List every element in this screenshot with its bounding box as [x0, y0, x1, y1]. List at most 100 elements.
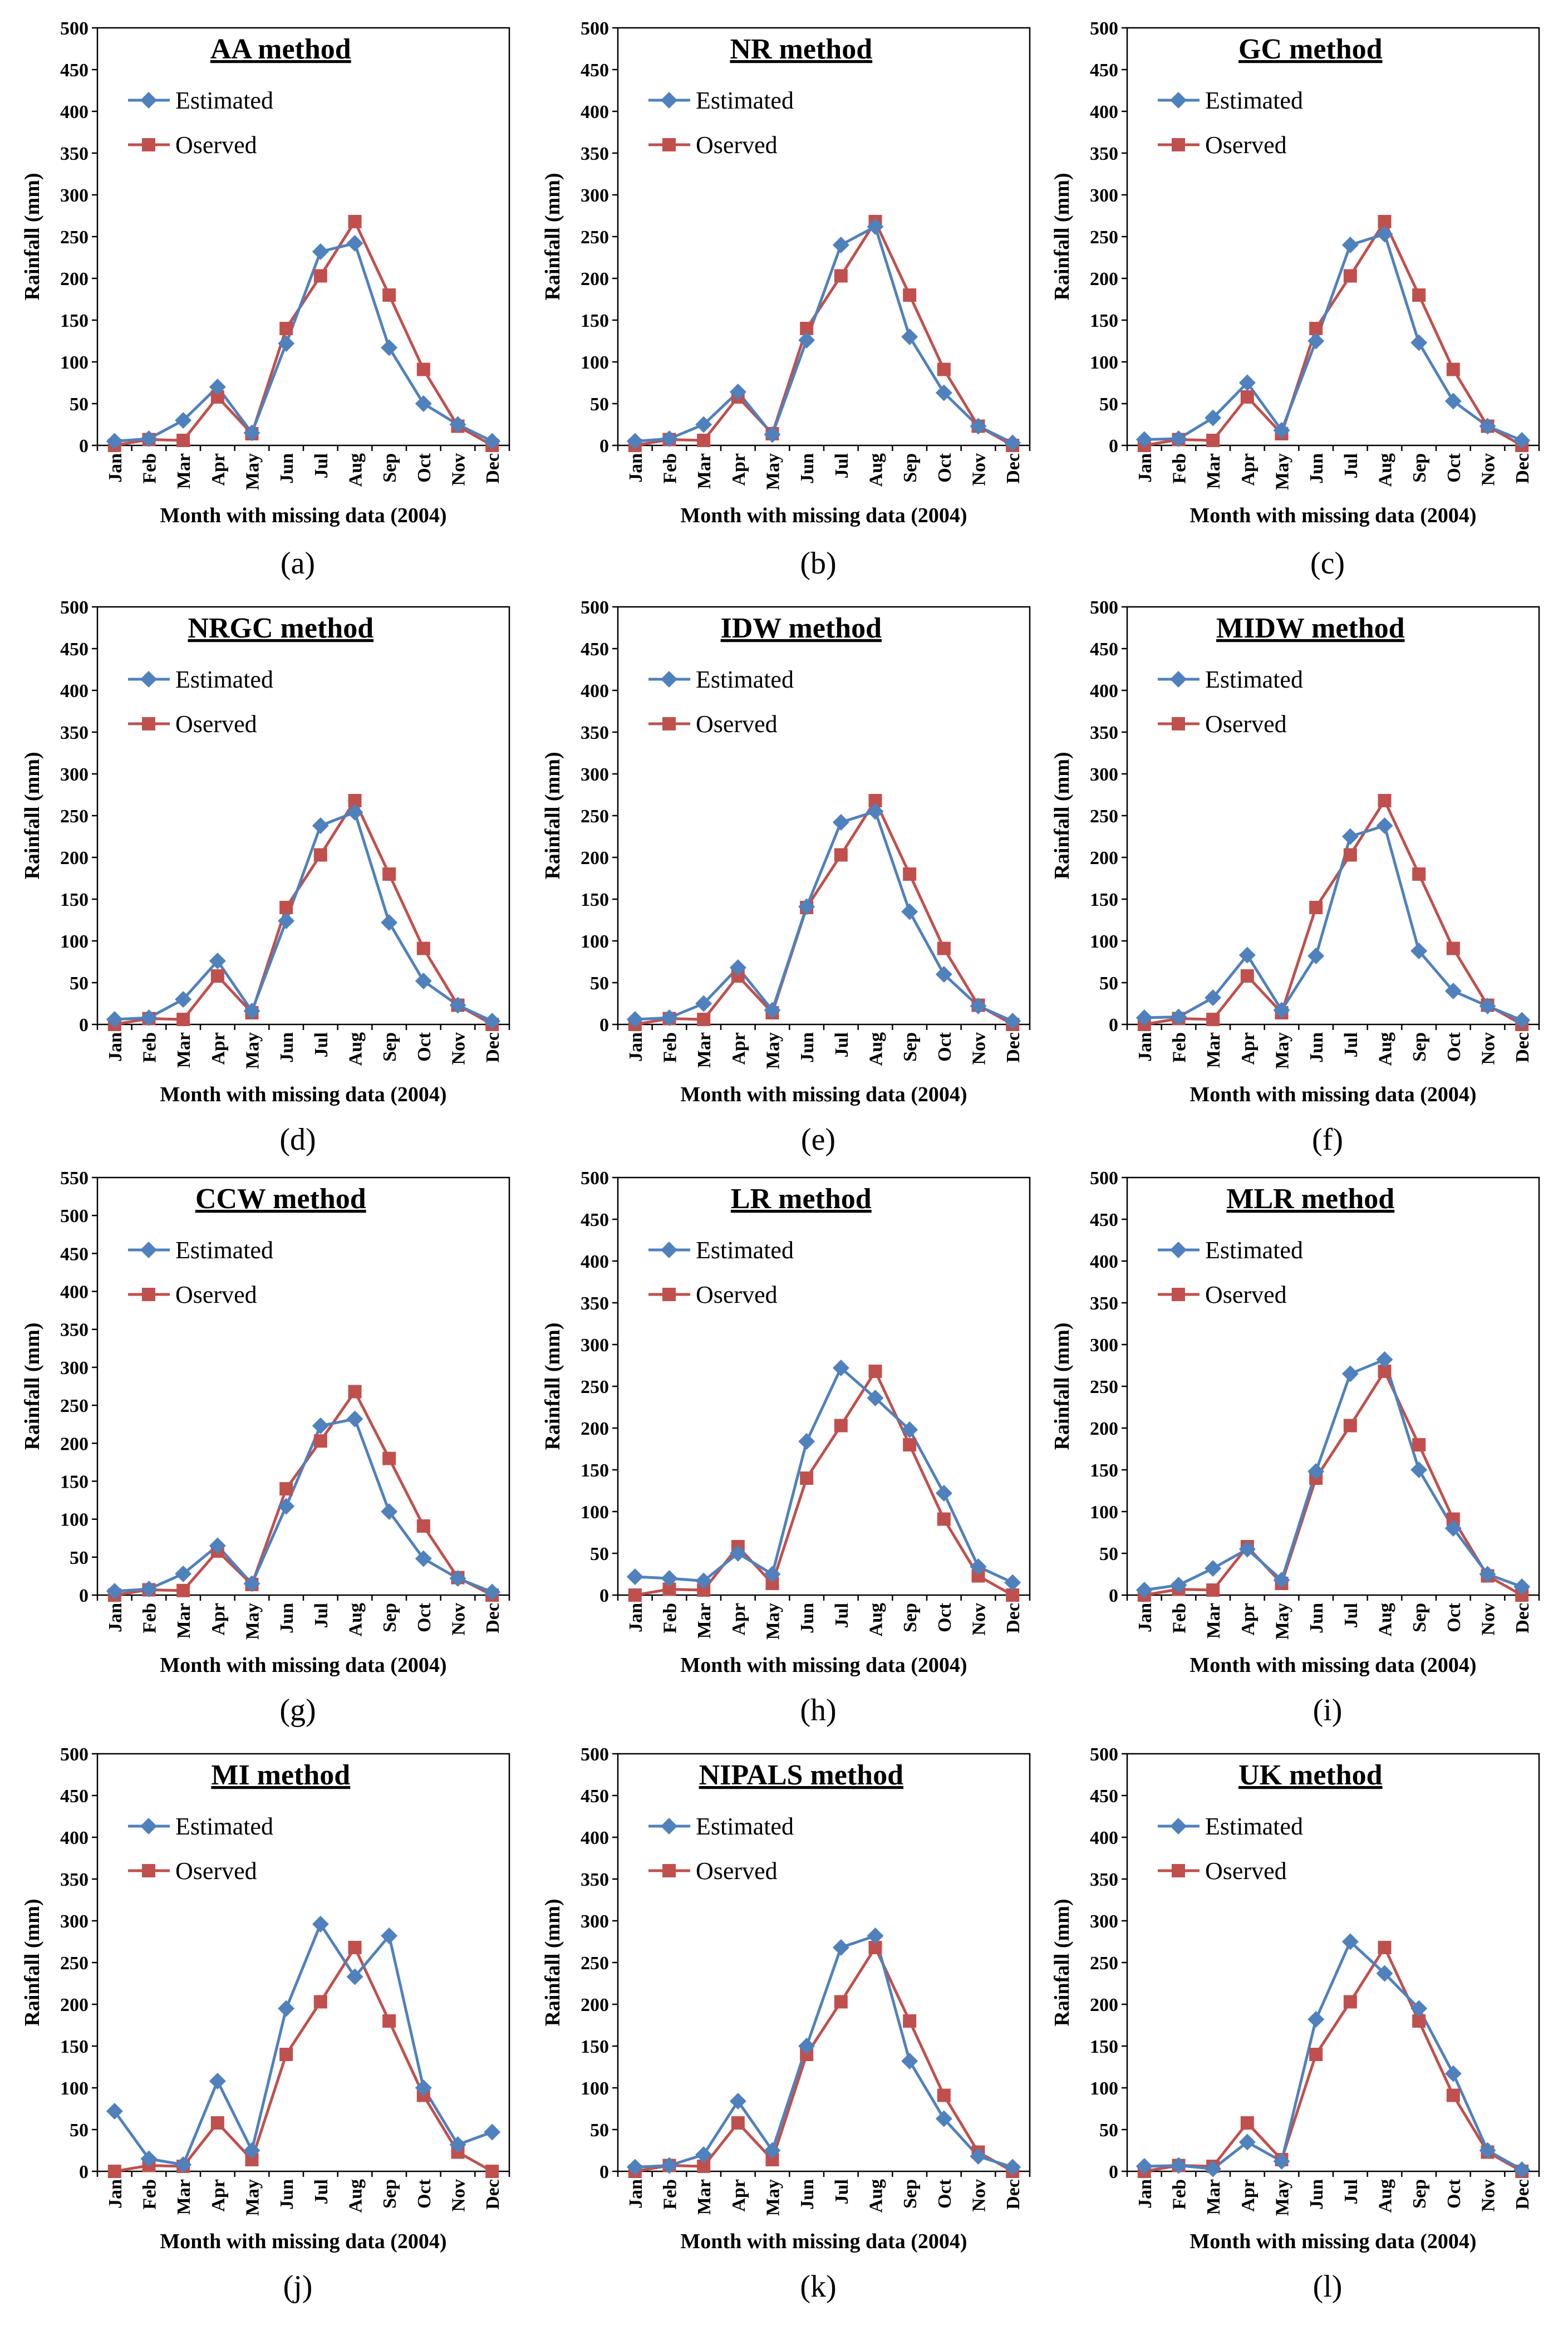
y-tick-label: 200 [60, 269, 89, 290]
estimated-point [106, 2103, 123, 2120]
observed-point [348, 1385, 362, 1399]
x-axis-title: Month with missing data (2004) [1189, 2230, 1476, 2253]
x-tick-label: Jun [277, 453, 297, 484]
chart-panel-1: 0 50 100 150 200 250 300 350 400 450 500 Jan Feb Mar A… [21, 18, 510, 581]
y-tick-label: 100 [1090, 931, 1118, 952]
estimated-point [661, 1009, 678, 1026]
y-tick-label: 450 [1090, 1786, 1118, 1807]
x-tick-label: Dec [1512, 1603, 1533, 1634]
panel-caption: (j) [283, 2269, 313, 2304]
x-tick-label: Jun [1306, 453, 1327, 484]
x-tick-label: Feb [660, 1603, 681, 1634]
y-tick-label: 400 [60, 1828, 89, 1848]
y-tick-label: 300 [60, 1911, 89, 1932]
y-tick-label: 450 [60, 639, 89, 660]
chart-title: UK method [1238, 1759, 1383, 1791]
legend-marker-estimated [140, 1818, 157, 1835]
observed-point [1446, 941, 1460, 955]
observed-point [731, 2116, 745, 2130]
legend-marker-observed [142, 138, 155, 151]
estimated-point [1136, 1582, 1153, 1598]
estimated-point [415, 395, 432, 412]
estimated-point [1479, 1566, 1496, 1583]
legend-marker-observed [142, 1288, 155, 1301]
legend-marker-estimated [661, 1818, 677, 1835]
x-tick-label: Dec [1003, 453, 1024, 484]
legend-label-observed: Oserved [696, 710, 778, 738]
y-tick-label: 450 [1090, 639, 1118, 660]
x-tick-label: Jul [832, 2179, 852, 2204]
x-tick-label: Feb [140, 1603, 160, 1634]
y-tick-label: 200 [1090, 1419, 1118, 1439]
y-tick-label: 350 [60, 144, 89, 164]
estimated-point [1004, 1574, 1021, 1591]
chart-panel-2: 0 50 100 150 200 250 300 350 400 450 500 Jan Feb Mar A… [541, 18, 1031, 581]
observed-point [903, 288, 917, 302]
observed-point [1206, 434, 1220, 447]
estimated-point [764, 2142, 781, 2159]
x-tick-label: Feb [1169, 453, 1190, 484]
legend-label-observed: Oserved [1205, 1281, 1287, 1308]
y-tick-label: 400 [581, 1252, 609, 1272]
y-axis-title: Rainfall (mm) [541, 173, 564, 300]
chart-panel-12: 0 50 100 150 200 250 300 350 400 450 500 Jan Feb Mar A… [1050, 1744, 1540, 2304]
estimated-point [729, 384, 746, 400]
y-tick-label: 350 [60, 1320, 89, 1341]
observed-point [868, 1365, 882, 1378]
y-tick-label: 100 [581, 931, 609, 952]
y-tick-label: 200 [1090, 848, 1118, 869]
y-tick-label: 300 [581, 185, 609, 206]
estimated-point [1308, 2011, 1325, 2028]
chart-title: MIDW method [1216, 612, 1405, 644]
chart-title: CCW method [195, 1183, 366, 1215]
y-tick-label: 500 [60, 1744, 89, 1765]
y-tick-label: 250 [581, 1377, 609, 1397]
observed-point [279, 1482, 293, 1496]
x-tick-label: Nov [449, 453, 469, 486]
series-line-estimated [635, 1366, 1014, 1584]
y-tick-label: 200 [581, 848, 609, 869]
x-tick-label: Jan [105, 453, 126, 483]
chart-title: IDW method [721, 612, 882, 644]
y-tick-label: 350 [60, 723, 89, 743]
y-tick-label: 50 [590, 2120, 609, 2141]
x-tick-label: Apr [1238, 453, 1259, 486]
x-tick-label: Aug [866, 1603, 887, 1636]
y-tick-label: 500 [60, 597, 89, 618]
estimated-point [935, 1485, 952, 1502]
y-tick-label: 150 [1090, 2037, 1118, 2057]
estimated-point [1513, 432, 1531, 449]
y-tick-label: 50 [70, 1548, 89, 1568]
estimated-point [1410, 2000, 1428, 2017]
legend-marker-estimated [140, 1242, 157, 1258]
y-tick-label: 350 [60, 1870, 89, 1890]
estimated-point [209, 2073, 226, 2089]
x-tick-label: Jun [797, 453, 818, 484]
observed-point [1412, 288, 1426, 302]
y-tick-label: 300 [60, 764, 89, 785]
y-tick-label: 250 [60, 806, 89, 827]
estimated-point [484, 1583, 501, 1601]
y-tick-label: 150 [1090, 311, 1118, 331]
y-tick-label: 450 [1090, 60, 1118, 81]
observed-point [697, 434, 711, 447]
chart-panel-11: 0 50 100 150 200 250 300 350 400 450 500 Jan Feb Mar A… [541, 1744, 1031, 2304]
estimated-point [484, 433, 501, 450]
x-tick-label: May [1272, 453, 1293, 490]
x-tick-label: Aug [346, 453, 366, 487]
legend-marker-estimated [1170, 1818, 1187, 1835]
estimated-point [449, 1570, 466, 1587]
plot-frame [96, 27, 510, 447]
chart-panel-5: 0 50 100 150 200 250 300 350 400 450 500 Jan Feb Mar A… [541, 597, 1031, 1157]
y-tick-label: 400 [1090, 1252, 1118, 1272]
y-tick-label: 550 [60, 1168, 89, 1189]
estimated-point [1444, 393, 1462, 410]
y-axis-title: Rainfall (mm) [21, 1322, 44, 1450]
observed-point [382, 288, 396, 302]
estimated-point [346, 804, 363, 821]
y-axis-title: Rainfall (mm) [541, 752, 564, 879]
legend-label-observed: Oserved [175, 1857, 257, 1885]
x-tick-label: Nov [449, 1032, 469, 1065]
observed-point [279, 322, 293, 335]
x-tick-label: Oct [414, 453, 435, 483]
